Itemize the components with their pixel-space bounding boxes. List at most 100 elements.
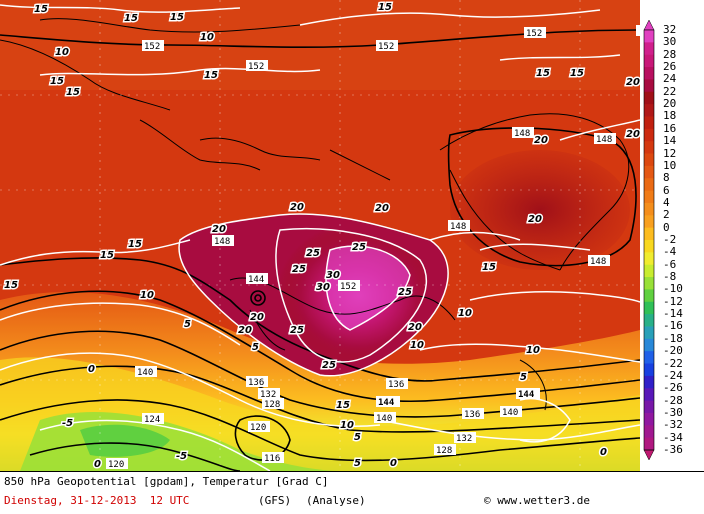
legend-swatch: [644, 252, 654, 266]
geo-label: 144: [246, 273, 268, 285]
legend-swatch: [644, 153, 654, 167]
temperature-legend: [640, 0, 704, 471]
legend-tick-label: -8: [663, 270, 677, 284]
legend-swatch: [644, 363, 654, 377]
temp-label: 5: [184, 319, 191, 330]
legend-swatch: [644, 141, 654, 155]
temp-label: 15: [482, 262, 496, 273]
temp-label: 25: [398, 287, 412, 298]
legend-tick-label: -28: [663, 393, 683, 407]
temperature-field-north: [0, 0, 640, 90]
temp-label: 10: [526, 345, 540, 356]
legend-swatch: [644, 301, 654, 315]
legend-tick-label: 12: [663, 146, 677, 160]
geo-label: 144: [516, 388, 540, 400]
legend-swatch: [644, 91, 654, 105]
svg-text:144: 144: [518, 390, 535, 400]
temp-label: 20: [238, 325, 252, 336]
geo-label: 124: [142, 413, 164, 425]
geo-label: 124: [144, 415, 160, 425]
legend-swatch: [644, 388, 654, 402]
legend-tick-label: 8: [663, 171, 670, 185]
temp-label: 0: [600, 447, 607, 458]
svg-text:144: 144: [248, 275, 264, 285]
temp-label: 20: [626, 77, 640, 88]
geo-label: 116: [262, 452, 284, 464]
geopotential-isolines: [0, 29, 640, 471]
legend-swatch: [644, 351, 654, 365]
model-name: (GFS): [258, 494, 292, 507]
svg-text:148: 148: [214, 237, 230, 247]
geo-label: 128: [262, 398, 284, 410]
warm-region-east: [450, 150, 630, 270]
legend-arrow-top: [643, 19, 655, 31]
valid-date: Dienstag, 31-12-2013 12 UTC: [4, 494, 190, 507]
svg-text:140: 140: [376, 414, 392, 424]
temp-label: 30: [316, 282, 330, 293]
geo-label: 140: [135, 366, 157, 378]
temperature-labels: 15 15 15 15 10 15 10 15 15 15 15 20 20 2…: [3, 1, 641, 472]
legend-bar: [643, 19, 655, 461]
temp-label: 10: [340, 420, 354, 431]
geo-label: 132: [258, 388, 280, 400]
temperature-isolines: [0, 4, 640, 471]
temp-label: 15: [124, 13, 138, 24]
temp-label: 5: [252, 342, 259, 353]
temp-label: 15: [170, 12, 184, 23]
copyright-link[interactable]: © www.wetter3.de: [484, 494, 590, 507]
legend-swatch: [644, 190, 654, 204]
legend-tick-label: -22: [663, 356, 683, 370]
svg-text:120: 120: [108, 460, 124, 470]
temp-label: 5: [354, 432, 361, 443]
legend-swatch: [644, 289, 654, 303]
legend-swatch: [644, 165, 654, 179]
temp-label: 20: [212, 224, 226, 235]
temperature-geopotential-map: 15 15 15 15 10 15 10 15 15 15 15 20 20 2…: [0, 0, 640, 471]
temp-label: -5: [176, 451, 187, 462]
legend-swatch: [644, 215, 654, 229]
svg-text:152: 152: [378, 42, 394, 52]
legend-tick-label: 30: [663, 35, 677, 49]
geo-label: 136: [386, 378, 408, 390]
temp-label: 15: [100, 250, 114, 261]
temp-label: 0: [94, 459, 101, 470]
svg-text:152: 152: [526, 29, 542, 39]
run-type: (Analyse): [306, 494, 366, 507]
temp-label: 15: [128, 239, 142, 250]
legend-swatch: [644, 54, 654, 68]
legend-tick-label: -10: [663, 282, 683, 296]
temp-label: 20: [626, 129, 640, 140]
svg-text:124: 124: [144, 415, 160, 425]
svg-text:132: 132: [260, 390, 276, 400]
legend-swatch: [644, 227, 654, 241]
geo-label: 152: [524, 27, 546, 39]
geo-label: 120: [106, 458, 128, 470]
svg-text:140: 140: [502, 408, 518, 418]
svg-text:144: 144: [378, 398, 395, 408]
legend-tick-label: -24: [663, 368, 683, 382]
temperature-field-cold-core: [80, 424, 170, 457]
svg-text:128: 128: [264, 400, 280, 410]
svg-text:136: 136: [248, 378, 264, 388]
svg-text:148: 148: [450, 222, 466, 232]
temp-label: 5: [354, 458, 361, 469]
temp-label: 15: [378, 2, 392, 13]
map-area: 15 15 15 15 10 15 10 15 15 15 15 20 20 2…: [0, 0, 640, 471]
temp-label: 10: [55, 47, 69, 58]
legend-frame: [643, 29, 655, 451]
variable-description: 850 hPa Geopotential [gpdam], Temperatur…: [4, 475, 329, 488]
legend-tick-label: 28: [663, 47, 677, 61]
legend-swatch: [644, 42, 654, 56]
temp-label: 10: [410, 340, 424, 351]
svg-text:136: 136: [388, 380, 404, 390]
svg-text:148: 148: [590, 257, 606, 267]
temp-label: 10: [140, 290, 154, 301]
temp-label: 5: [520, 372, 527, 383]
chart-footer: 850 hPa Geopotential [gpdam], Temperatur…: [0, 471, 704, 514]
legend-swatch: [644, 412, 654, 426]
svg-text:148: 148: [514, 129, 530, 139]
legend-swatch: [644, 326, 654, 340]
legend-swatch: [644, 104, 654, 117]
legend-swatch: [644, 79, 654, 93]
temp-label: 20: [408, 322, 422, 333]
